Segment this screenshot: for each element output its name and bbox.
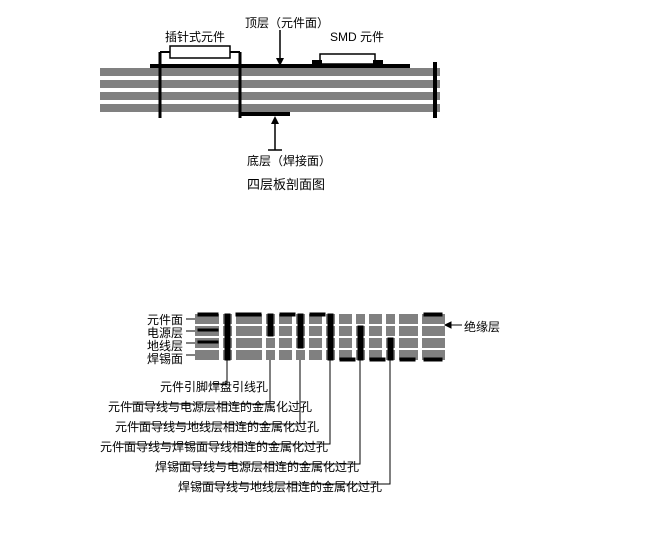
smd-component xyxy=(312,54,383,66)
label-pin-component: 插针式元件 xyxy=(165,28,225,45)
arrow-bottom xyxy=(268,116,282,150)
pcb-layers-2 xyxy=(195,314,445,360)
diagram2-svg xyxy=(0,300,657,548)
via-label-1: 元件面导线与电源层相连的金属化过孔 xyxy=(108,398,312,415)
arrow-top xyxy=(276,30,284,66)
left-leaders xyxy=(186,319,195,355)
bottom-trace xyxy=(240,112,290,116)
via-label-0: 元件引脚焊盘引线孔 xyxy=(160,378,268,395)
via-label-2: 元件面导线与地线层相连的金属化过孔 xyxy=(115,418,319,435)
label-bottom-layer: 底层（焊接面） xyxy=(247,152,331,169)
label-layer-3: 焊锡面 xyxy=(147,350,183,367)
pcb-layers xyxy=(100,68,440,112)
diagram1-caption: 四层板剖面图 xyxy=(247,174,325,193)
right-leader xyxy=(445,322,462,328)
via-label-3: 元件面导线与焊锡面导线相连的金属化过孔 xyxy=(100,438,328,455)
label-smd: SMD 元件 xyxy=(330,28,384,45)
label-top-layer: 顶层（元件面） xyxy=(245,14,329,31)
via-label-4: 焊锡面导线与电源层相连的金属化过孔 xyxy=(155,458,359,475)
via-label-5: 焊锡面导线与地线层相连的金属化过孔 xyxy=(178,478,382,495)
label-insulator: 绝缘层 xyxy=(464,318,500,335)
